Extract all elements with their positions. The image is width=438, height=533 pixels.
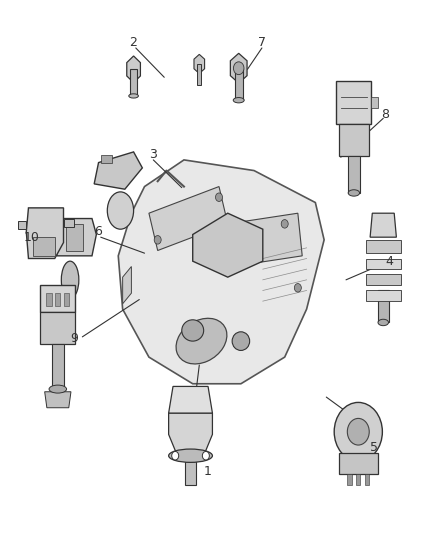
Bar — [46, 293, 52, 306]
Text: 5: 5 — [370, 441, 378, 454]
Circle shape — [215, 193, 223, 201]
Polygon shape — [53, 219, 96, 256]
Polygon shape — [94, 152, 142, 189]
Bar — [64, 293, 69, 306]
Polygon shape — [230, 53, 247, 83]
Bar — [66, 224, 83, 251]
Text: 4: 4 — [385, 255, 393, 268]
Ellipse shape — [232, 332, 250, 351]
Ellipse shape — [378, 319, 389, 326]
Bar — [366, 259, 401, 269]
Text: 10: 10 — [24, 231, 40, 244]
Polygon shape — [169, 413, 212, 456]
Bar — [365, 474, 369, 485]
Polygon shape — [45, 392, 71, 408]
Ellipse shape — [169, 449, 212, 462]
Ellipse shape — [61, 261, 79, 298]
Bar — [52, 344, 64, 386]
Text: 9: 9 — [70, 332, 78, 345]
Polygon shape — [149, 187, 228, 251]
Bar — [40, 312, 75, 344]
Circle shape — [334, 402, 382, 461]
Bar — [378, 290, 389, 322]
Ellipse shape — [49, 385, 67, 393]
Polygon shape — [26, 208, 64, 259]
Bar — [339, 453, 378, 474]
Circle shape — [294, 284, 301, 292]
Circle shape — [281, 220, 288, 228]
Bar — [235, 68, 243, 100]
Polygon shape — [118, 160, 324, 384]
Bar — [371, 97, 378, 108]
Ellipse shape — [176, 318, 227, 364]
Circle shape — [154, 236, 161, 244]
Polygon shape — [40, 285, 75, 312]
Circle shape — [172, 451, 179, 460]
Bar — [55, 293, 60, 306]
Polygon shape — [169, 386, 212, 413]
Circle shape — [233, 62, 244, 75]
Text: 3: 3 — [149, 148, 157, 161]
Ellipse shape — [233, 98, 244, 103]
Bar — [366, 290, 401, 301]
Bar — [197, 64, 201, 85]
Polygon shape — [194, 54, 205, 74]
Polygon shape — [336, 81, 371, 124]
Polygon shape — [18, 221, 26, 229]
Text: 2: 2 — [129, 36, 137, 49]
Ellipse shape — [107, 192, 134, 229]
Polygon shape — [370, 213, 396, 237]
Polygon shape — [64, 219, 74, 227]
Bar — [339, 124, 369, 156]
Bar — [101, 155, 112, 163]
Polygon shape — [123, 266, 131, 304]
Bar — [366, 274, 401, 285]
Ellipse shape — [348, 190, 360, 196]
Ellipse shape — [182, 320, 204, 341]
Circle shape — [202, 451, 209, 460]
Polygon shape — [228, 213, 302, 266]
Ellipse shape — [129, 94, 138, 98]
Polygon shape — [127, 56, 141, 83]
Circle shape — [347, 418, 369, 445]
Text: 8: 8 — [381, 108, 389, 121]
Text: 6: 6 — [94, 225, 102, 238]
Bar — [33, 237, 55, 256]
Bar — [130, 69, 137, 96]
Bar — [366, 240, 401, 253]
Text: 7: 7 — [258, 36, 266, 49]
Bar — [348, 156, 360, 193]
Bar — [356, 474, 360, 485]
Text: 1: 1 — [204, 465, 212, 478]
Polygon shape — [193, 213, 263, 277]
Bar — [347, 474, 352, 485]
Bar — [185, 450, 196, 485]
